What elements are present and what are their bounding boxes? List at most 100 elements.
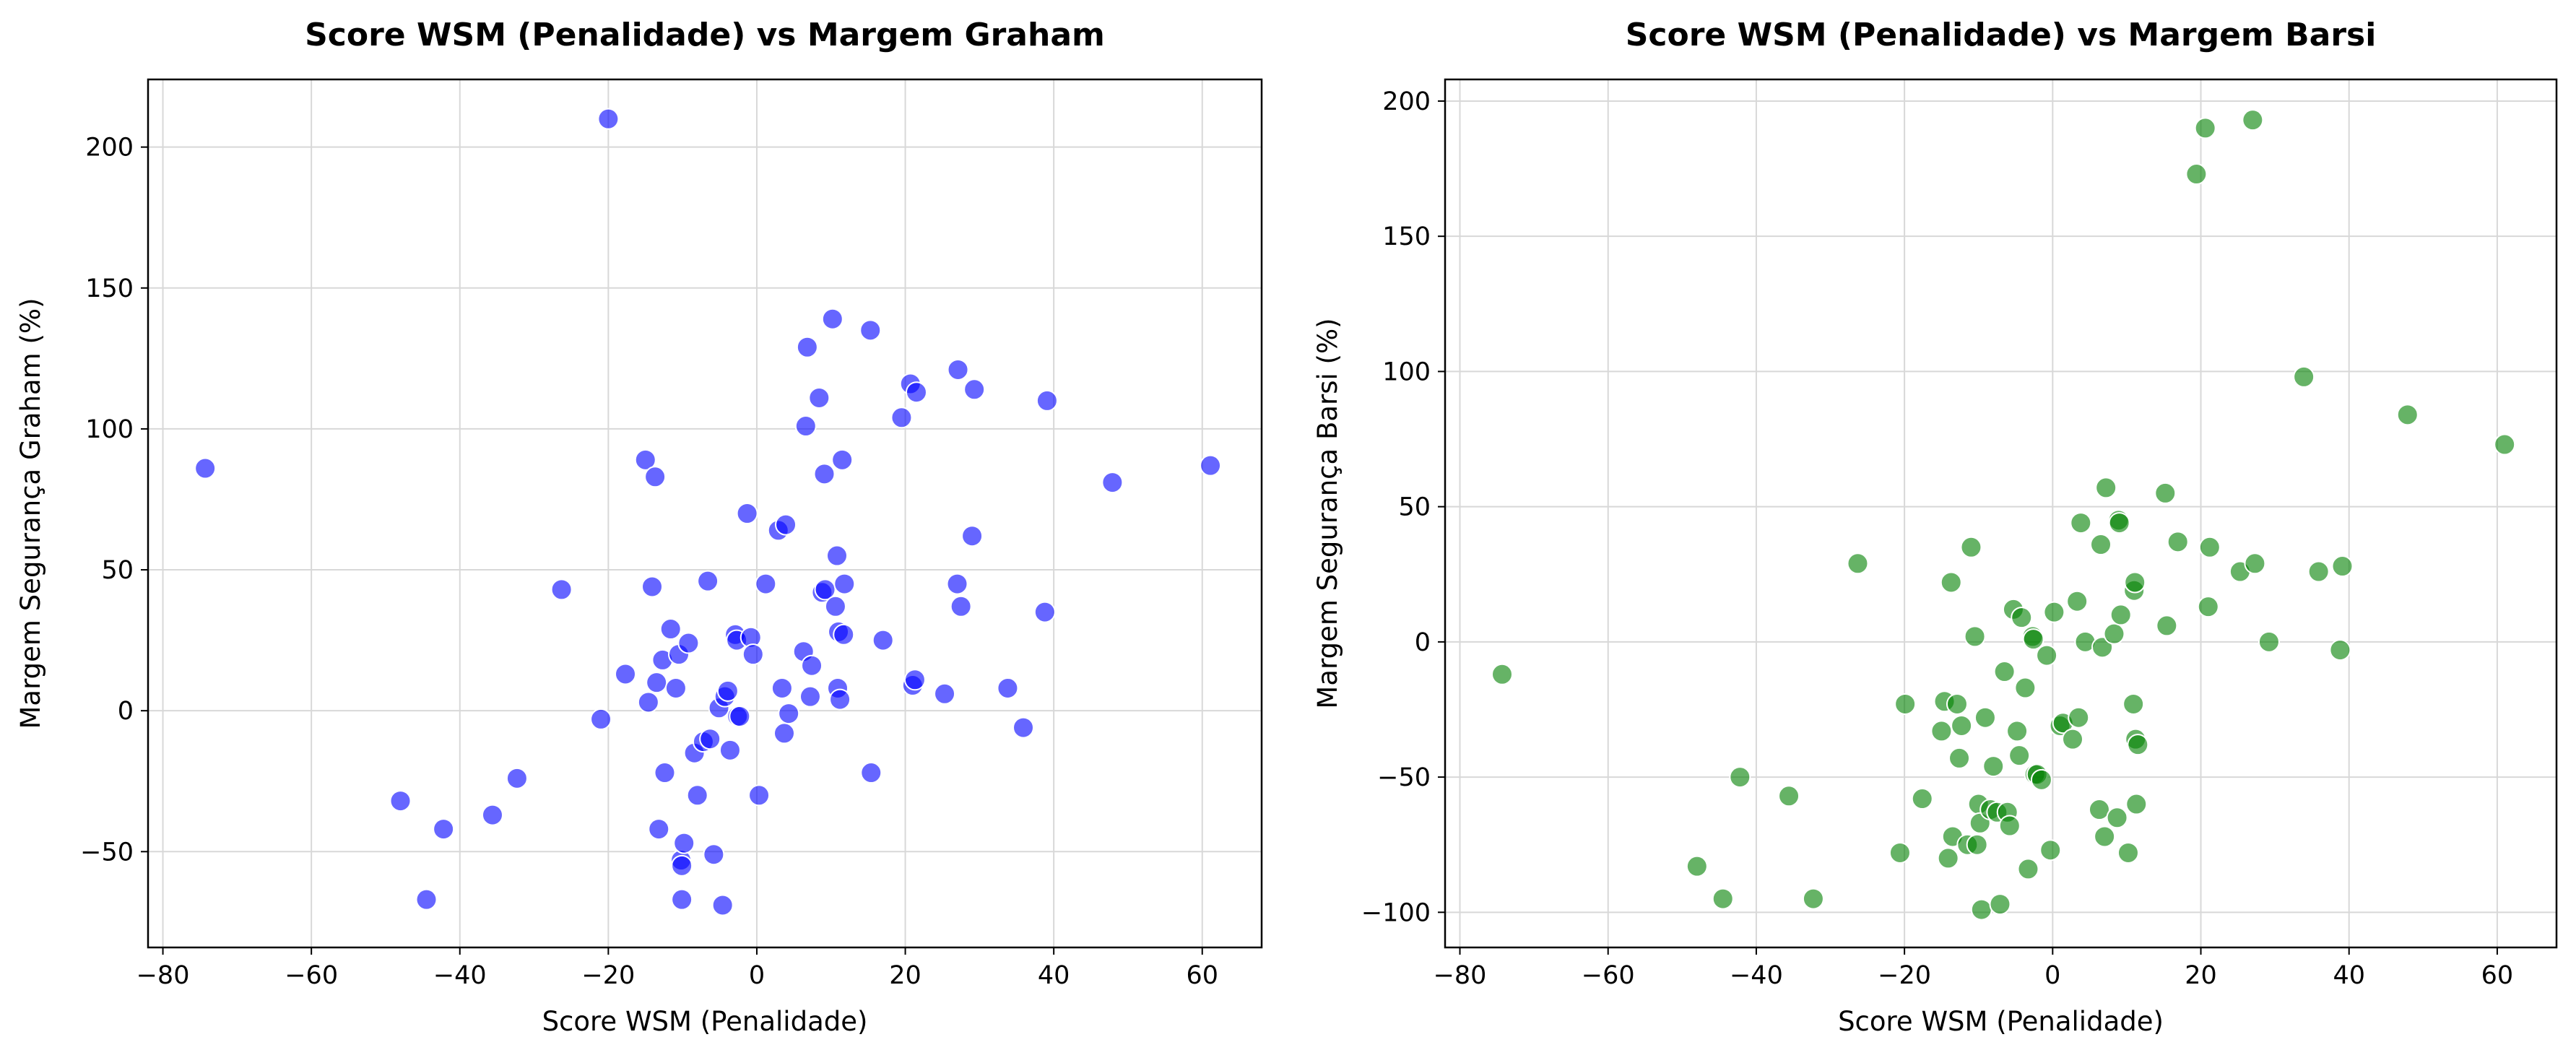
x-tick-label: −40 xyxy=(433,961,487,990)
data-point xyxy=(872,629,894,651)
data-point xyxy=(1946,693,1968,715)
x-tick-label: −20 xyxy=(581,961,635,990)
data-point xyxy=(2117,841,2139,864)
data-point xyxy=(947,358,969,381)
scatter-points xyxy=(194,108,1222,916)
data-point xyxy=(637,691,659,713)
data-point xyxy=(2043,601,2065,623)
data-point xyxy=(833,623,855,646)
data-point xyxy=(831,448,854,471)
data-point xyxy=(1036,389,1058,412)
data-point xyxy=(673,832,695,854)
data-point xyxy=(1989,893,2011,916)
data-point xyxy=(194,457,217,480)
data-point xyxy=(1974,706,1996,729)
data-point xyxy=(719,739,741,761)
data-point xyxy=(711,894,734,916)
data-point xyxy=(481,804,503,826)
x-tick-label: 20 xyxy=(2185,961,2217,990)
x-tick-label: 40 xyxy=(1038,961,1070,990)
data-point xyxy=(729,705,751,727)
y-tick-label: −50 xyxy=(1377,763,1431,792)
data-point xyxy=(1802,888,1824,910)
data-point xyxy=(2011,607,2033,629)
data-point xyxy=(671,888,693,911)
x-tick-label: 0 xyxy=(2044,961,2060,990)
data-point xyxy=(1937,847,1959,869)
data-point xyxy=(550,578,573,601)
data-point xyxy=(433,818,455,841)
x-axis-label: Score WSM (Penalidade) xyxy=(542,1006,868,1037)
data-point xyxy=(775,513,797,536)
data-point xyxy=(2198,536,2221,558)
data-point xyxy=(634,448,656,471)
data-point xyxy=(1686,855,1708,877)
y-tick-label: 150 xyxy=(85,274,134,303)
data-point xyxy=(1911,788,1933,810)
data-point xyxy=(1012,716,1035,739)
data-point xyxy=(664,677,687,699)
data-point xyxy=(903,669,926,691)
data-point xyxy=(997,677,1019,699)
data-point xyxy=(1966,833,1988,856)
data-point xyxy=(1970,898,1992,921)
data-point xyxy=(646,672,668,694)
y-tick-label: 100 xyxy=(85,415,134,444)
x-tick-label: 0 xyxy=(749,961,765,990)
y-axis-label: Margem Segurança Graham (%) xyxy=(15,298,46,729)
data-point xyxy=(697,570,719,592)
data-point xyxy=(1960,536,1982,558)
data-point xyxy=(2030,768,2052,791)
data-point xyxy=(859,319,882,342)
data-point xyxy=(2090,534,2112,556)
data-point xyxy=(2066,590,2089,612)
y-tick-label: 50 xyxy=(1398,493,1431,522)
data-point xyxy=(677,632,700,654)
data-point xyxy=(2167,531,2189,553)
data-point xyxy=(2242,109,2264,131)
plot-frame xyxy=(1444,78,2558,949)
data-point xyxy=(961,525,984,547)
data-point xyxy=(963,378,986,401)
data-point xyxy=(1847,552,1869,575)
data-point xyxy=(2307,560,2330,583)
data-point xyxy=(946,573,968,595)
data-point xyxy=(2091,636,2114,659)
data-point xyxy=(1982,755,2005,778)
data-point xyxy=(934,682,956,705)
data-point xyxy=(824,595,846,617)
x-tick-label: 40 xyxy=(2333,961,2365,990)
data-point xyxy=(716,680,739,702)
chart-title: Score WSM (Penalidade) vs Margem Graham xyxy=(305,17,1105,53)
plot-frame xyxy=(147,78,1263,949)
data-point xyxy=(1101,472,1124,494)
data-point xyxy=(2156,615,2178,637)
data-point xyxy=(415,888,438,911)
data-point xyxy=(801,654,823,677)
data-point xyxy=(2008,745,2031,767)
x-tick-label: −20 xyxy=(1878,961,1931,990)
chart-2: −80 −60 −40 −20 0 20 40 60 −100 −50 0 50 100 150 200 Sc… xyxy=(1312,17,2558,1037)
data-point xyxy=(506,767,528,789)
data-point xyxy=(1491,663,1514,685)
data-point xyxy=(2122,693,2145,715)
y-tick-label: 0 xyxy=(1415,628,1431,657)
data-point xyxy=(2039,839,2062,862)
data-point xyxy=(648,818,670,841)
data-point xyxy=(2244,552,2266,575)
data-point xyxy=(796,336,818,358)
data-point xyxy=(794,415,817,438)
data-point xyxy=(2094,825,2116,848)
data-point xyxy=(2108,512,2130,534)
data-point xyxy=(2088,799,2110,821)
data-point xyxy=(808,386,831,409)
x-tick-label: −60 xyxy=(285,961,338,990)
y-tick-label: −50 xyxy=(80,838,134,867)
data-point xyxy=(748,784,771,807)
data-point xyxy=(2154,482,2177,504)
x-tick-label: −80 xyxy=(136,961,190,990)
data-point xyxy=(2329,639,2351,661)
x-tick-label: −80 xyxy=(1434,961,1487,990)
y-axis-label: Margem Segurança Barsi (%) xyxy=(1312,318,1343,708)
